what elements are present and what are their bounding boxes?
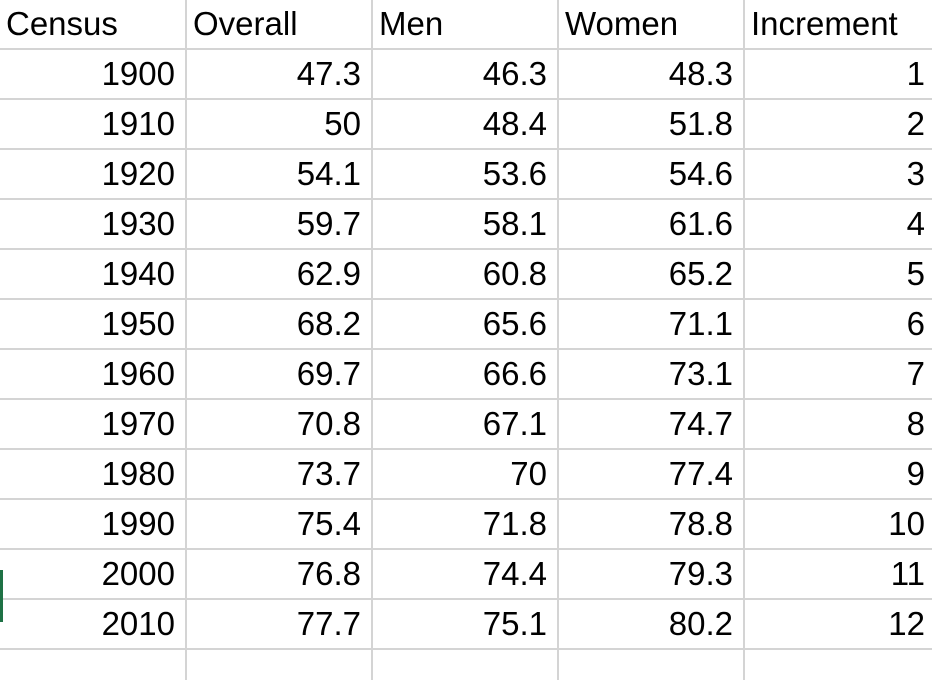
cell-men[interactable]	[371, 648, 559, 680]
cell-census[interactable]: 1960	[0, 348, 187, 400]
cell-increment[interactable]	[743, 648, 932, 680]
cell-women[interactable]: 79.3	[557, 548, 745, 600]
cell-women[interactable]: 73.1	[557, 348, 745, 400]
table-row: 2000 76.8 74.4 79.3 11	[0, 548, 932, 600]
table-row: 1940 62.9 60.8 65.2 5	[0, 248, 932, 300]
table-row: 1930 59.7 58.1 61.6 4	[0, 198, 932, 250]
cell-increment[interactable]: 6	[743, 298, 932, 350]
cell-men[interactable]: 67.1	[371, 398, 559, 450]
cell-increment[interactable]: 11	[743, 548, 932, 600]
cell-women[interactable]: 80.2	[557, 598, 745, 650]
cell-census[interactable]: 1920	[0, 148, 187, 200]
cell-increment[interactable]: 10	[743, 498, 932, 550]
cell-increment[interactable]: 9	[743, 448, 932, 500]
header-cell-census[interactable]: Census	[0, 0, 187, 50]
cell-increment[interactable]: 2	[743, 98, 932, 150]
cell-men[interactable]: 70	[371, 448, 559, 500]
cell-increment[interactable]: 3	[743, 148, 932, 200]
cell-census[interactable]: 1940	[0, 248, 187, 300]
cell-overall[interactable]: 73.7	[185, 448, 373, 500]
cell-census[interactable]: 1980	[0, 448, 187, 500]
active-cell-marker	[0, 570, 3, 622]
table-row: 1920 54.1 53.6 54.6 3	[0, 148, 932, 200]
cell-men[interactable]: 53.6	[371, 148, 559, 200]
cell-overall[interactable]: 75.4	[185, 498, 373, 550]
cell-census[interactable]: 2010	[0, 598, 187, 650]
cell-women[interactable]: 48.3	[557, 48, 745, 100]
cell-men[interactable]: 66.6	[371, 348, 559, 400]
cell-women[interactable]: 54.6	[557, 148, 745, 200]
cell-census[interactable]: 1990	[0, 498, 187, 550]
cell-men[interactable]: 65.6	[371, 298, 559, 350]
cell-census[interactable]: 1910	[0, 98, 187, 150]
cell-overall[interactable]: 62.9	[185, 248, 373, 300]
table-row: 1950 68.2 65.6 71.1 6	[0, 298, 932, 350]
cell-men[interactable]: 74.4	[371, 548, 559, 600]
cell-increment[interactable]: 8	[743, 398, 932, 450]
table-row: 1970 70.8 67.1 74.7 8	[0, 398, 932, 450]
cell-census[interactable]: 1950	[0, 298, 187, 350]
cell-overall[interactable]: 68.2	[185, 298, 373, 350]
cell-increment[interactable]: 12	[743, 598, 932, 650]
table-row-empty	[0, 648, 932, 680]
cell-men[interactable]: 60.8	[371, 248, 559, 300]
cell-increment[interactable]: 1	[743, 48, 932, 100]
header-cell-women[interactable]: Women	[557, 0, 745, 50]
cell-men[interactable]: 75.1	[371, 598, 559, 650]
cell-men[interactable]: 48.4	[371, 98, 559, 150]
table-row: 1980 73.7 70 77.4 9	[0, 448, 932, 500]
cell-overall[interactable]: 76.8	[185, 548, 373, 600]
cell-women[interactable]: 65.2	[557, 248, 745, 300]
cell-overall[interactable]	[185, 648, 373, 680]
cell-census[interactable]: 1970	[0, 398, 187, 450]
cell-overall[interactable]: 59.7	[185, 198, 373, 250]
cell-census[interactable]	[0, 648, 187, 680]
cell-overall[interactable]: 54.1	[185, 148, 373, 200]
cell-women[interactable]: 71.1	[557, 298, 745, 350]
cell-men[interactable]: 46.3	[371, 48, 559, 100]
table-row: 1900 47.3 46.3 48.3 1	[0, 48, 932, 100]
table-row: 1990 75.4 71.8 78.8 10	[0, 498, 932, 550]
cell-census[interactable]: 1930	[0, 198, 187, 250]
cell-men[interactable]: 58.1	[371, 198, 559, 250]
cell-overall[interactable]: 47.3	[185, 48, 373, 100]
cell-census[interactable]: 2000	[0, 548, 187, 600]
cell-overall[interactable]: 69.7	[185, 348, 373, 400]
cell-increment[interactable]: 4	[743, 198, 932, 250]
cell-increment[interactable]: 5	[743, 248, 932, 300]
table-row: 2010 77.7 75.1 80.2 12	[0, 598, 932, 650]
cell-women[interactable]	[557, 648, 745, 680]
header-cell-men[interactable]: Men	[371, 0, 559, 50]
header-cell-increment[interactable]: Increment	[743, 0, 932, 50]
cell-census[interactable]: 1900	[0, 48, 187, 100]
cell-men[interactable]: 71.8	[371, 498, 559, 550]
header-row: Census Overall Men Women Increment	[0, 0, 932, 50]
table-row: 1910 50 48.4 51.8 2	[0, 98, 932, 150]
cell-overall[interactable]: 77.7	[185, 598, 373, 650]
table-row: 1960 69.7 66.6 73.1 7	[0, 348, 932, 400]
cell-women[interactable]: 78.8	[557, 498, 745, 550]
header-cell-overall[interactable]: Overall	[185, 0, 373, 50]
cell-increment[interactable]: 7	[743, 348, 932, 400]
cell-women[interactable]: 77.4	[557, 448, 745, 500]
cell-women[interactable]: 74.7	[557, 398, 745, 450]
cell-women[interactable]: 61.6	[557, 198, 745, 250]
cell-women[interactable]: 51.8	[557, 98, 745, 150]
cell-overall[interactable]: 50	[185, 98, 373, 150]
cell-overall[interactable]: 70.8	[185, 398, 373, 450]
